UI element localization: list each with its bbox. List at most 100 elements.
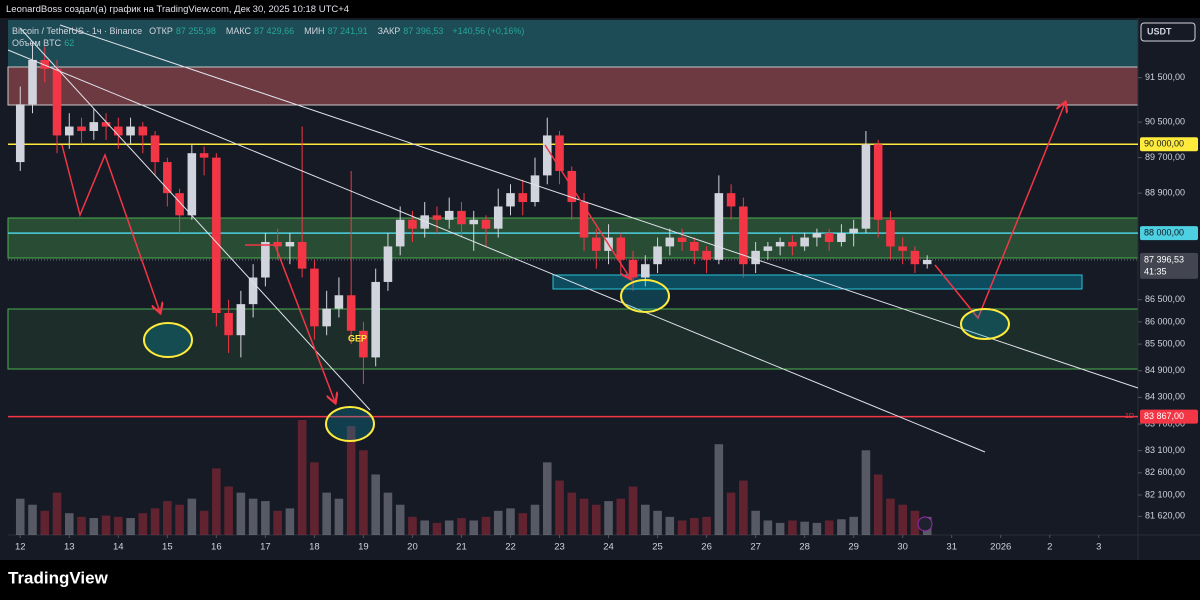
volume-bar: [395, 504, 405, 535]
y-tick-label: 89 700,00: [1145, 152, 1185, 162]
candle-body: [359, 330, 368, 358]
x-tick-label: 31: [946, 542, 957, 553]
x-tick-label: 3: [1096, 542, 1101, 553]
level-label: 83 867,00: [1144, 411, 1184, 421]
candle-body: [261, 241, 270, 278]
x-tick-label: 28: [799, 542, 810, 553]
x-tick-label: 24: [603, 542, 614, 553]
volume-bar: [702, 516, 711, 535]
candle-body: [64, 126, 74, 136]
symbol: Bitcoin / TetherUS · 1ч · Binance: [12, 26, 143, 36]
ohlc-value: 87 396,53: [403, 26, 444, 36]
x-tick-label: 19: [358, 542, 369, 553]
candle-body: [788, 241, 797, 247]
candle-body: [444, 210, 454, 220]
candle-body: [775, 241, 785, 247]
change: +140,56 (+0,16%): [452, 26, 525, 36]
volume-bar: [114, 516, 123, 535]
volume-bar: [199, 510, 209, 535]
volume-bar: [322, 492, 331, 535]
x-tick-label: 30: [897, 542, 908, 553]
candle-body: [187, 153, 197, 216]
x-tick-label: 26: [701, 542, 712, 553]
volume-bar: [788, 520, 797, 535]
candle-body: [199, 153, 209, 158]
volume-bar: [420, 520, 429, 535]
candle-body: [837, 233, 846, 242]
candle-body: [28, 59, 37, 105]
events-icon[interactable]: [917, 516, 933, 532]
level-label: 88 000,00: [1144, 227, 1184, 237]
volume-bar: [641, 504, 650, 535]
candle-body: [555, 135, 564, 171]
volume-bar: [163, 501, 172, 535]
candle-body: [542, 135, 552, 176]
y-tick-label: 82 100,00: [1145, 489, 1185, 499]
candle-body: [861, 144, 871, 229]
y-tick-label: 84 900,00: [1145, 365, 1185, 375]
level-tag: [1140, 137, 1198, 152]
volume-bar: [898, 504, 907, 535]
candle-body: [40, 59, 50, 69]
y-tick-label: 86 500,00: [1145, 294, 1185, 304]
volume-bar: [150, 508, 160, 535]
candle-body: [126, 126, 135, 136]
candle-body: [150, 135, 160, 163]
x-tick-label: 21: [456, 542, 467, 553]
x-tick-label: 14: [113, 542, 124, 553]
zone-teal: [8, 20, 1138, 67]
candle-body: [334, 295, 344, 309]
volume-bar: [334, 498, 344, 535]
volume-bar: [849, 516, 858, 535]
ohlc-label: МИН: [304, 26, 325, 36]
candle-body: [665, 237, 675, 247]
candle-body: [506, 193, 515, 207]
level-tag: [1140, 409, 1198, 424]
volume-bar: [224, 486, 233, 535]
ohlc-value: 87 429,66: [254, 26, 295, 36]
volume-bar: [518, 513, 528, 535]
annotation: GEP: [348, 333, 367, 343]
volume-bar: [726, 492, 736, 535]
volume-bar: [775, 522, 785, 535]
volume-bar: [126, 518, 135, 535]
currency: USDT: [1147, 26, 1172, 36]
volume-bar: [432, 522, 442, 535]
candle-body: [457, 210, 466, 225]
timeframe-mark: 1D: [1125, 413, 1134, 420]
candle-body: [677, 237, 687, 242]
candle-body: [469, 219, 479, 225]
candle-body: [849, 228, 858, 234]
volume-bar: [236, 492, 246, 535]
candle-body: [714, 193, 724, 260]
volume-bar: [212, 468, 221, 535]
x-tick-label: 20: [407, 542, 418, 553]
volume-bar: [310, 462, 319, 535]
volume-bar: [653, 510, 662, 535]
currency-box[interactable]: [1140, 22, 1196, 42]
candle-body: [690, 241, 699, 251]
ohlc-value: 87 241,91: [327, 26, 368, 36]
footer-logo: TradingView: [8, 568, 109, 587]
volume-bar: [28, 504, 37, 535]
x-tick-label: 13: [64, 542, 75, 553]
candle-body: [591, 237, 601, 251]
volume-bar: [297, 420, 307, 535]
volume-bar: [408, 516, 417, 535]
trend-lines: [7, 24, 1139, 453]
volume-bar: [542, 462, 552, 535]
volume-bar: [628, 486, 638, 535]
candle-body: [739, 206, 748, 265]
candle-body: [322, 308, 331, 327]
candle-body: [702, 250, 711, 260]
candle-body: [248, 277, 258, 305]
y-tick-label: 90 500,00: [1145, 116, 1185, 126]
volume-bar: [187, 498, 197, 535]
volume-bar: [285, 508, 295, 535]
volume-bar: [812, 522, 822, 535]
volume-bar: [579, 498, 589, 535]
volume-bar: [371, 474, 380, 535]
volume-bar: [444, 520, 454, 535]
